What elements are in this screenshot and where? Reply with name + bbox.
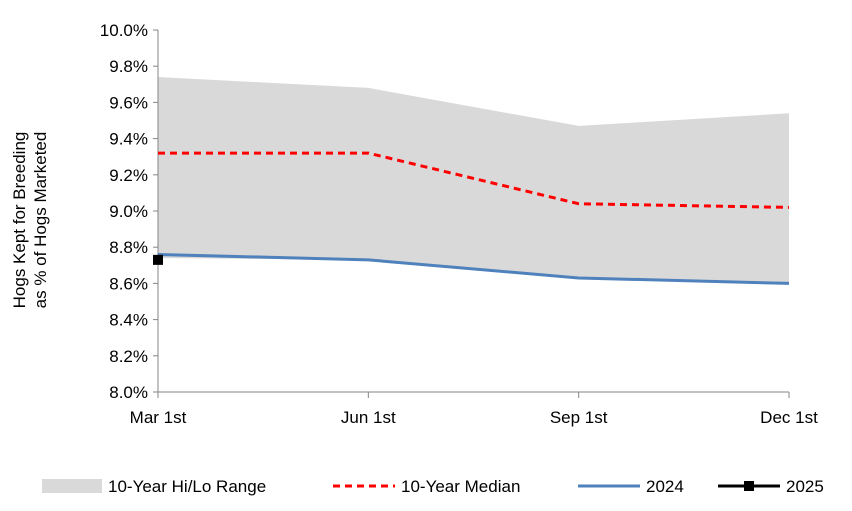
range-band bbox=[158, 77, 789, 284]
series-line-10-year-median bbox=[158, 151, 790, 209]
y-axis-label-line1: Hogs Kept for Breeding bbox=[10, 132, 29, 309]
y-axis-label-line2: as % of Hogs Marketed bbox=[31, 132, 50, 309]
x-tick-label: Jun 1st bbox=[341, 408, 396, 427]
y-tick-label: 9.4% bbox=[109, 130, 148, 149]
y-tick-label: 8.8% bbox=[109, 238, 148, 257]
y-tick-label: 8.4% bbox=[109, 311, 148, 330]
y-tick-label: 8.6% bbox=[109, 274, 148, 293]
legend-label-median: 10-Year Median bbox=[401, 477, 520, 496]
x-tick-label: Sep 1st bbox=[550, 408, 608, 427]
legend-swatch-2025-marker bbox=[744, 481, 754, 491]
axes bbox=[153, 29, 790, 398]
range-band-layer bbox=[158, 77, 789, 284]
y-tick-label: 9.0% bbox=[109, 202, 148, 221]
y-tick-label: 8.0% bbox=[109, 383, 148, 402]
series-2025-point bbox=[153, 254, 163, 265]
y-tick-label: 9.6% bbox=[109, 93, 148, 112]
legend-label-2025: 2025 bbox=[786, 477, 824, 496]
y-tick-label: 8.2% bbox=[109, 347, 148, 366]
x-tick-labels: Mar 1st Jun 1st Sep 1st Dec 1st bbox=[130, 408, 818, 427]
series-line-2024 bbox=[157, 252, 790, 285]
y-tick-label: 9.8% bbox=[109, 57, 148, 76]
legend: 10-Year Hi/Lo Range 10-Year Median 2024 202… bbox=[42, 477, 824, 496]
y-tick-labels: 8.0% 8.2% 8.4% 8.6% 8.8% 9.0% 9.2% 9.4% 9.6% 9.8%… bbox=[100, 21, 148, 402]
legend-label-range: 10-Year Hi/Lo Range bbox=[108, 477, 266, 496]
legend-label-2024: 2024 bbox=[646, 477, 684, 496]
y-tick-label: 10.0% bbox=[100, 21, 148, 40]
series-layer bbox=[153, 151, 790, 285]
y-tick-label: 9.2% bbox=[109, 166, 148, 185]
legend-swatch-range bbox=[42, 479, 102, 493]
x-tick-label: Dec 1st bbox=[760, 408, 818, 427]
x-tick-label: Mar 1st bbox=[130, 408, 187, 427]
